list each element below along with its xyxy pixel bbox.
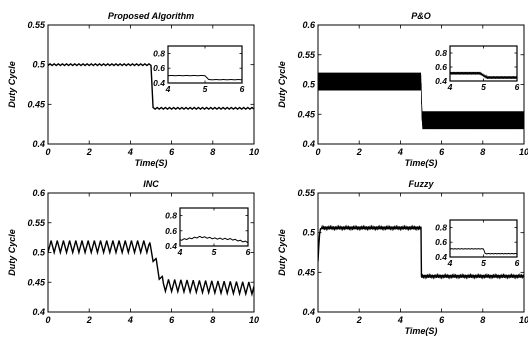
x-tick-label: 2 [356, 315, 362, 325]
inset-2: 4 5 6 0.4 0.6 0.8 [165, 207, 251, 257]
x-tick-label: 4 [127, 147, 133, 157]
inset-frame [179, 207, 249, 247]
y-tick-label: 0.5 [32, 60, 46, 70]
y-tick-label: 0.55 [27, 218, 46, 228]
x-axis-label: Time(S) [405, 158, 438, 168]
x-tick-label: 8 [210, 315, 215, 325]
x-tick-label: 6 [439, 315, 445, 325]
x-tick-label: 6 [515, 258, 520, 268]
x-tick-label: 8 [480, 315, 485, 325]
y-tick-label: 0.5 [302, 80, 316, 90]
y-tick-label: 0.8 [435, 48, 447, 58]
x-tick-label: 6 [439, 147, 445, 157]
x-tick-label: 6 [169, 147, 175, 157]
y-tick-label: 0.8 [165, 211, 177, 221]
x-axis-label: Time(S) [135, 158, 168, 168]
y-tick-label: 0.4 [32, 307, 45, 317]
inset-1: 4 5 6 0.4 0.6 0.8 [435, 45, 520, 92]
y-axis-label: Duty Cycle [277, 61, 287, 108]
chart-title: P&O [411, 11, 431, 21]
x-tick-label: 0 [315, 315, 320, 325]
y-tick-label: 0.55 [297, 188, 316, 198]
y-tick-label: 0.6 [153, 63, 165, 73]
y-tick-label: 0.45 [297, 109, 316, 119]
x-tick-label: 10 [249, 315, 259, 325]
y-tick-label: 0.8 [153, 48, 165, 58]
inset-0: 4 5 6 0.4 0.6 0.8 [153, 45, 245, 94]
y-tick-label: 0.6 [302, 20, 316, 30]
x-tick-label: 4 [397, 315, 403, 325]
chart-title: Proposed Algorithm [108, 11, 194, 21]
plot-frame [47, 24, 255, 145]
x-tick-label: 0 [45, 147, 50, 157]
chart-title: INC [143, 179, 159, 189]
x-tick-label: 4 [397, 147, 403, 157]
y-tick-label: 0.4 [435, 76, 447, 86]
x-tick-label: 6 [246, 247, 251, 257]
inset-frame [449, 219, 518, 258]
series-line [48, 62, 254, 110]
x-tick-label: 2 [86, 315, 92, 325]
x-tick-label: 10 [249, 147, 259, 157]
x-tick-label: 4 [127, 315, 133, 325]
y-tick-label: 0.6 [435, 62, 447, 72]
y-tick-label: 0.55 [27, 20, 46, 30]
x-tick-label: 4 [177, 247, 183, 257]
y-tick-label: 0.4 [435, 252, 447, 262]
y-tick-label: 0.45 [27, 277, 46, 287]
inset-series-line [450, 71, 517, 79]
inset-3: 4 5 6 0.4 0.6 0.8 [435, 219, 520, 268]
y-tick-label: 0.5 [302, 228, 316, 238]
y-axis-label: Duty Cycle [277, 229, 287, 276]
y-tick-label: 0.6 [435, 237, 447, 247]
inset-series-line [450, 248, 517, 255]
x-tick-label: 6 [240, 84, 245, 94]
inset-series-line [180, 235, 248, 244]
series-line [48, 240, 254, 297]
x-tick-label: 10 [519, 147, 528, 157]
y-tick-label: 0.4 [302, 139, 315, 149]
x-tick-label: 8 [210, 147, 215, 157]
x-tick-label: 6 [169, 315, 175, 325]
x-tick-label: 4 [165, 84, 171, 94]
x-tick-label: 0 [315, 147, 320, 157]
x-tick-label: 4 [447, 82, 453, 92]
y-tick-label: 0.6 [165, 226, 177, 236]
inset-series-line [168, 74, 242, 81]
y-tick-label: 0.45 [297, 267, 316, 277]
x-tick-label: 10 [519, 315, 528, 325]
y-tick-label: 0.4 [302, 307, 315, 317]
y-tick-label: 0.55 [297, 50, 316, 60]
y-tick-label: 0.4 [165, 241, 177, 251]
chart-title: Fuzzy [408, 179, 434, 189]
x-tick-label: 5 [212, 247, 217, 257]
x-tick-label: 5 [481, 258, 486, 268]
y-tick-label: 0.5 [32, 248, 46, 258]
x-tick-label: 2 [86, 147, 92, 157]
x-tick-label: 5 [203, 84, 208, 94]
x-tick-label: 2 [356, 147, 362, 157]
ripple-band [318, 72, 524, 130]
x-axis-label: Time(S) [405, 326, 438, 336]
y-tick-label: 0.4 [153, 78, 165, 88]
inset-frame [167, 45, 243, 84]
y-axis-label: Duty Cycle [7, 229, 17, 276]
x-tick-label: 5 [481, 82, 486, 92]
y-tick-label: 0.6 [32, 188, 46, 198]
x-tick-label: 8 [480, 147, 485, 157]
x-tick-label: 6 [515, 82, 520, 92]
x-tick-label: 4 [447, 258, 453, 268]
y-tick-label: 0.4 [32, 139, 45, 149]
y-tick-label: 0.45 [27, 99, 46, 109]
x-tick-label: 0 [45, 315, 50, 325]
y-axis-label: Duty Cycle [7, 61, 17, 108]
y-tick-label: 0.8 [435, 222, 447, 232]
series-line [318, 224, 524, 280]
